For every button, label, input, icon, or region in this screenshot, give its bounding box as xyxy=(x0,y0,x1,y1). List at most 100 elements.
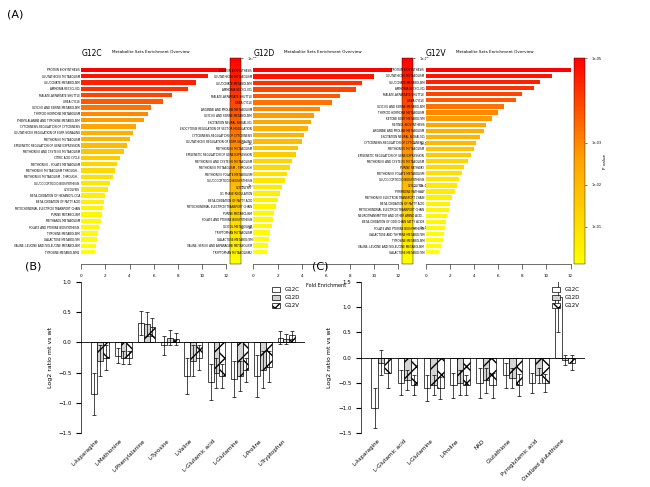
Bar xyxy=(81,231,98,236)
Bar xyxy=(167,337,173,342)
Bar xyxy=(81,212,102,217)
Bar xyxy=(424,357,430,388)
Bar xyxy=(529,357,536,383)
Bar xyxy=(81,143,127,148)
Bar xyxy=(426,135,480,139)
Bar xyxy=(426,86,534,90)
Bar xyxy=(254,87,356,92)
Bar xyxy=(81,137,129,141)
Bar xyxy=(92,342,98,394)
Bar xyxy=(411,357,417,385)
Bar xyxy=(426,207,448,212)
Bar xyxy=(542,357,549,383)
Bar xyxy=(426,238,443,243)
Bar xyxy=(254,185,282,189)
Text: (C): (C) xyxy=(312,262,328,272)
Bar xyxy=(126,342,132,357)
Bar xyxy=(81,150,124,154)
Bar xyxy=(81,80,196,85)
Bar xyxy=(254,230,270,235)
Text: Metabolite Sets Enrichment Overview: Metabolite Sets Enrichment Overview xyxy=(284,50,362,55)
Text: G12C: G12C xyxy=(81,49,102,57)
Bar xyxy=(426,129,484,133)
Bar xyxy=(426,80,540,84)
Bar xyxy=(254,224,272,228)
Bar xyxy=(254,94,341,98)
Bar xyxy=(426,226,445,230)
Bar xyxy=(81,118,144,122)
Bar xyxy=(81,93,172,97)
Bar xyxy=(254,113,314,118)
Legend: G12C, G12D, G12V: G12C, G12D, G12V xyxy=(549,284,582,311)
X-axis label: Fold Enrichment: Fold Enrichment xyxy=(306,283,346,288)
X-axis label: Fold Enrichment: Fold Enrichment xyxy=(478,283,518,288)
Bar xyxy=(536,357,542,375)
Bar xyxy=(437,357,443,388)
Bar xyxy=(254,139,302,144)
Legend: G12C, G12D, G12V: G12C, G12D, G12V xyxy=(270,284,302,311)
Bar xyxy=(173,339,179,342)
Text: (A): (A) xyxy=(6,10,23,20)
Bar xyxy=(426,183,457,187)
Bar xyxy=(398,357,404,383)
Bar xyxy=(426,195,452,200)
Bar xyxy=(81,112,148,116)
Bar xyxy=(254,244,268,248)
Bar xyxy=(426,147,474,151)
Bar xyxy=(404,357,411,380)
Bar xyxy=(81,206,103,210)
Bar xyxy=(114,342,120,356)
Bar xyxy=(81,225,99,229)
Text: (B): (B) xyxy=(25,262,42,272)
Bar xyxy=(450,357,457,385)
Bar xyxy=(254,146,298,150)
Bar xyxy=(242,342,248,370)
Bar xyxy=(254,250,266,254)
Bar xyxy=(254,81,362,85)
Bar xyxy=(254,68,393,73)
Bar xyxy=(81,169,115,173)
Bar xyxy=(426,116,492,121)
Bar xyxy=(81,181,110,186)
Bar xyxy=(555,297,562,357)
Bar xyxy=(254,191,280,196)
Bar xyxy=(81,131,133,135)
Bar xyxy=(81,124,136,129)
X-axis label: Fold Enrichment: Fold Enrichment xyxy=(134,283,174,288)
Bar xyxy=(254,75,374,79)
Bar xyxy=(426,220,446,224)
Bar xyxy=(426,177,460,182)
Bar xyxy=(289,335,295,342)
Bar xyxy=(509,357,515,378)
Bar xyxy=(426,141,476,145)
Bar xyxy=(196,342,202,357)
Bar xyxy=(254,178,285,183)
Bar xyxy=(254,211,274,215)
Bar xyxy=(426,111,498,114)
Bar xyxy=(81,250,94,254)
Bar xyxy=(254,120,311,124)
Bar xyxy=(426,165,464,169)
Bar xyxy=(254,237,269,242)
Bar xyxy=(426,104,504,109)
Bar xyxy=(81,106,151,110)
Bar xyxy=(150,327,155,342)
Bar xyxy=(426,214,447,218)
Bar xyxy=(426,68,571,72)
Bar xyxy=(81,175,112,179)
Y-axis label: P value: P value xyxy=(603,153,608,169)
Bar xyxy=(185,342,190,376)
Bar xyxy=(219,342,225,376)
Bar xyxy=(81,187,108,191)
Bar xyxy=(231,342,237,379)
Bar xyxy=(426,123,486,127)
Bar xyxy=(426,159,468,163)
Bar xyxy=(254,205,276,209)
Bar xyxy=(254,107,320,112)
Bar xyxy=(426,232,444,236)
Bar xyxy=(283,339,289,342)
Bar xyxy=(81,200,104,204)
Bar xyxy=(266,342,272,367)
Bar xyxy=(426,98,516,102)
Bar xyxy=(254,100,332,105)
